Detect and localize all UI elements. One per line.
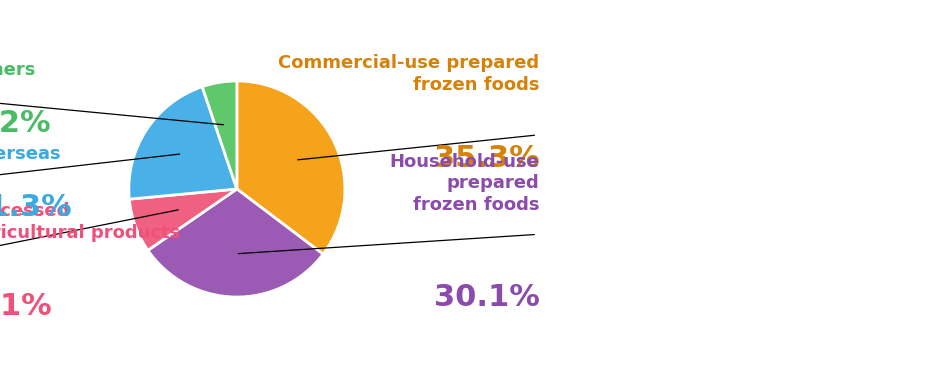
Text: 5.2%: 5.2% — [0, 109, 51, 138]
Text: 21.3%: 21.3% — [0, 193, 73, 222]
Text: Others: Others — [0, 61, 36, 79]
Text: 35.3%: 35.3% — [434, 144, 539, 173]
Text: Commercial-use prepared
frozen foods: Commercial-use prepared frozen foods — [279, 54, 539, 94]
Wedge shape — [202, 81, 237, 189]
Text: Overseas: Overseas — [0, 145, 61, 163]
Wedge shape — [129, 189, 237, 250]
Wedge shape — [129, 87, 237, 199]
Wedge shape — [148, 189, 324, 297]
Text: Household-use
prepared
frozen foods: Household-use prepared frozen foods — [390, 153, 539, 214]
Text: 8.1%: 8.1% — [0, 292, 51, 321]
Text: 30.1%: 30.1% — [434, 283, 539, 312]
Text: Processed
agricultural products: Processed agricultural products — [0, 203, 180, 242]
Wedge shape — [237, 81, 345, 254]
